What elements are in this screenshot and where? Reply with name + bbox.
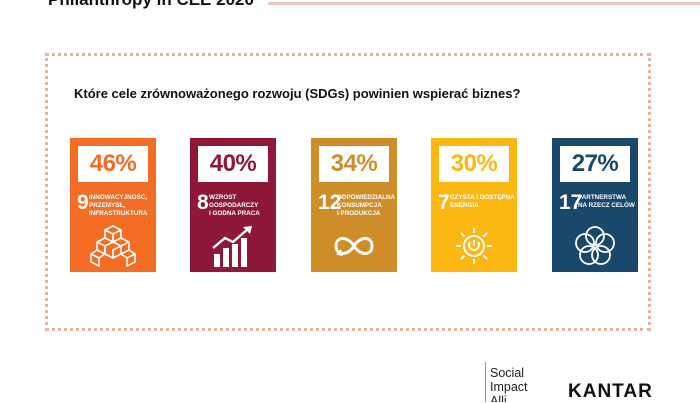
sdg-goal-label: PARTNERSTWA NA RZECZ CELÓW	[578, 194, 635, 209]
sdg-tile: 40% 8 WZROST GOSPODARCZY I GODNA PRACA	[190, 138, 276, 272]
sdg-tile: 27% 17 PARTNERSTWA NA RZECZ CELÓW	[552, 138, 638, 272]
sdg-goal-label: INNOWACYJNOŚĆ, PRZEMYSŁ, INFRASTRUKTURA	[89, 194, 148, 217]
chart-question: Które cele zrównoważonego rozwoju (SDGs)…	[74, 86, 521, 101]
sdg-goal-label: ODPOWIEDZIALNA KONSUMPCJA I PRODUKCJA	[337, 194, 396, 217]
sdg-goal-label: WZROST GOSPODARCZY I GODNA PRACA	[209, 194, 260, 217]
header-rule	[268, 2, 700, 5]
infinity-icon	[329, 224, 379, 268]
sun-power-icon	[449, 224, 499, 268]
sdg-goal-number: 17	[559, 191, 583, 214]
sdg-tile: 34% 12 ODPOWIEDZIALNA KONSUMPCJA I PRODUKC…	[311, 138, 397, 272]
sdg-goal-number: 12	[318, 191, 342, 214]
flower-rings-icon	[570, 224, 620, 268]
social-impact-alliance-logo: Social Impact Alli	[485, 362, 555, 402]
logo-divider	[485, 362, 486, 402]
sdg-goal-number: 8	[197, 191, 209, 214]
cubes-icon	[88, 224, 138, 268]
social-impact-alliance-logo-text: Social Impact Alli	[490, 366, 528, 402]
growth-chart-icon	[208, 224, 258, 268]
kantar-logo: KANTAR	[568, 381, 653, 402]
chart-frame	[45, 53, 651, 331]
sdg-percentage: 34%	[319, 146, 389, 182]
sdg-percentage: 30%	[439, 146, 509, 182]
sdg-goal-number: 9	[77, 191, 89, 214]
sdg-percentage: 40%	[198, 146, 268, 182]
header-title: Philanthropy in CEE 2020	[48, 0, 254, 10]
sdg-percentage: 46%	[78, 146, 148, 182]
sdg-tile: 46% 9 INNOWACYJNOŚĆ, PRZEMYSŁ, INFRASTRUKT…	[70, 138, 156, 272]
sdg-goal-number: 7	[438, 191, 450, 214]
sdg-percentage: 27%	[560, 146, 630, 182]
sdg-tile: 30% 7 CZYSTA I DOSTĘPNA ENERGIA	[431, 138, 517, 272]
sdg-goal-label: CZYSTA I DOSTĘPNA ENERGIA	[450, 194, 515, 209]
